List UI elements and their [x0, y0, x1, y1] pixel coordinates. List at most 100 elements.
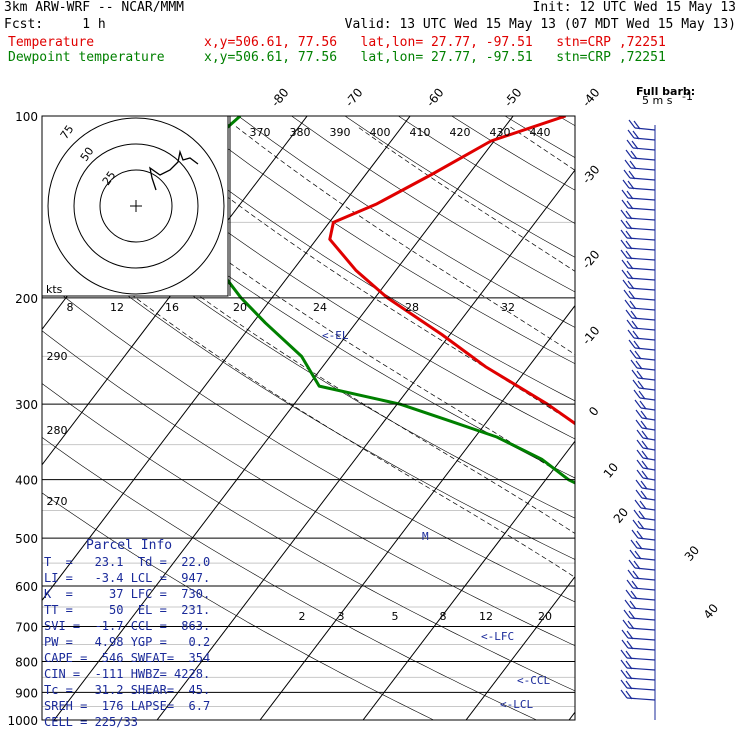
wind-barb — [623, 169, 656, 181]
wind-barb-feather — [630, 150, 638, 160]
wind-barb — [636, 439, 656, 451]
wind-barb — [624, 599, 656, 611]
wind-barb-shaft — [631, 157, 656, 161]
wind-barb-shaft — [641, 497, 656, 501]
wind-barb-feather — [628, 559, 636, 569]
isotherm-label: -50 — [501, 85, 524, 109]
wind-barb — [625, 589, 656, 601]
wind-barb-feather — [628, 170, 636, 180]
wind-barb — [626, 319, 656, 331]
wind-barb-shaft — [634, 127, 656, 131]
theta-label: 400 — [370, 126, 391, 139]
theta-label: 410 — [410, 126, 431, 139]
wind-barb-feather — [641, 450, 649, 460]
wind-barb — [624, 299, 656, 311]
isotherm-line — [42, 116, 308, 466]
theta-e-label: 24 — [313, 301, 327, 314]
wind-barb-feather — [624, 159, 632, 169]
wind-barb-shaft — [639, 397, 656, 401]
wind-barb — [635, 409, 656, 421]
mixing-ratio-label: 8 — [440, 610, 447, 623]
isotherm-label: -40 — [579, 85, 602, 109]
wind-barb — [631, 369, 656, 381]
mixing-ratio-label: 2 — [299, 610, 306, 623]
wind-barb-feather — [620, 219, 628, 229]
wind-barb-shaft — [635, 557, 656, 561]
parcel-row-svi-ccl: SVI = -1.7 CCL = 863. — [44, 619, 211, 633]
pressure-label: 600 — [15, 580, 38, 594]
wind-barb-shaft — [630, 307, 656, 311]
wind-barb-feather — [622, 179, 630, 189]
dry-adiabat — [558, 116, 575, 127]
dry-adiabat — [42, 383, 575, 692]
barb-legend-exponent: -1 — [682, 90, 693, 103]
isotherm-line — [662, 103, 740, 733]
wind-barb-shaft — [642, 447, 656, 451]
forecast-hour: Fcst: 1 h — [4, 17, 106, 32]
wind-barb-feather — [638, 510, 646, 520]
lcl-marker: <-LCL — [500, 698, 533, 711]
theta-e-label: 8 — [67, 301, 74, 314]
wind-barb-feather — [641, 430, 649, 440]
wind-barb — [633, 389, 656, 401]
wind-barb-shaft — [630, 167, 656, 171]
parcel-row-cape-sweat: CAPE = 546 SWEAT= 354 — [44, 651, 211, 665]
wind-barb-shaft — [633, 337, 656, 341]
theta-e-label: 28 — [405, 301, 419, 314]
freezing-level-marker: M — [422, 530, 429, 543]
theta-e-label: 32 — [501, 301, 515, 314]
dry-adiabat — [398, 116, 575, 224]
wind-barb-feather — [636, 530, 644, 540]
dry-adiabat — [42, 330, 575, 647]
wind-barb-feather — [626, 270, 634, 280]
wind-barb — [636, 459, 656, 471]
wind-barb-feather — [635, 409, 643, 419]
wind-barb-feather — [625, 220, 633, 230]
wind-barb-feather — [636, 439, 644, 449]
wind-barb — [627, 129, 656, 141]
wind-barb-feather — [640, 410, 648, 420]
wind-barb-feather — [636, 459, 644, 469]
wind-barb-feather — [627, 620, 635, 630]
wind-barb — [621, 199, 656, 211]
wind-barb — [622, 279, 656, 291]
wind-barb-feather — [639, 500, 647, 510]
wind-barb-feather — [630, 539, 638, 549]
wind-barb-shaft — [642, 437, 656, 441]
wind-barb-shaft — [630, 607, 656, 611]
mixing-ratio-label: 5 — [392, 610, 399, 623]
wind-barb — [621, 259, 656, 271]
wind-barb — [622, 179, 656, 191]
wind-barb-feather — [633, 509, 641, 519]
theta-label: 370 — [250, 126, 271, 139]
wind-barb — [632, 379, 656, 391]
wind-barb-feather — [624, 299, 632, 309]
wind-barb-feather — [640, 420, 648, 430]
wind-barb — [628, 339, 656, 351]
wind-barb — [629, 549, 656, 561]
wind-barb-feather — [620, 239, 628, 249]
isotherm-label: -20 — [579, 247, 602, 271]
wind-barb-feather — [629, 549, 637, 559]
wind-barb-shaft — [640, 407, 656, 411]
isotherm-line — [259, 304, 575, 720]
dry-adiabat — [291, 116, 575, 293]
wind-barb-feather — [632, 130, 640, 140]
hodograph-trace — [149, 149, 199, 191]
wind-barb-feather — [626, 630, 634, 640]
wind-barb-feather — [623, 609, 631, 619]
wind-barb-feather — [625, 670, 633, 680]
wind-barb-feather — [626, 190, 634, 200]
dewpoint-location: x,y=506.61, 77.56 lat,lon= 27.77, -97.51… — [204, 50, 666, 65]
wind-barb-shaft — [641, 427, 656, 431]
wind-barb-shaft — [637, 377, 656, 381]
pressure-label: 900 — [15, 686, 38, 700]
parcel-row-k-lfc: K = 37 LFC = 730. — [44, 587, 211, 601]
isotherm-line — [568, 711, 575, 720]
wind-barb-feather — [636, 449, 644, 459]
wind-barb-feather — [641, 460, 649, 470]
isotherm-line — [53, 116, 514, 720]
el-marker: <-EL — [322, 329, 349, 342]
wind-barb-feather — [625, 660, 633, 670]
hodograph-ring-50 — [73, 143, 199, 269]
